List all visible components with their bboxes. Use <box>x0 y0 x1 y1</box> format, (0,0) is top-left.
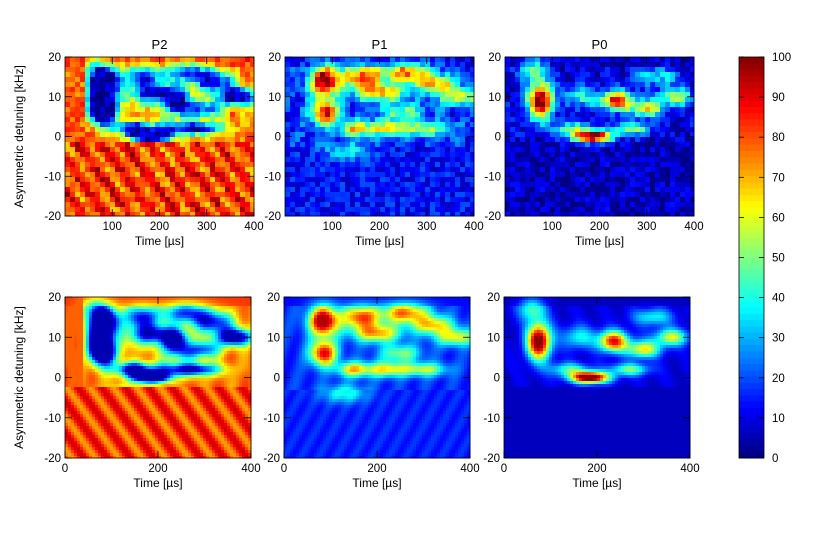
y-tick-label: -20 <box>484 211 501 223</box>
y-axis-label: Asymmetric detuning [kHz] <box>12 65 26 208</box>
colorbar-tick-label: 70 <box>772 172 785 184</box>
x-tick-label: 100 <box>103 221 122 233</box>
y-tick-label: 10 <box>487 332 500 344</box>
y-tick-label: 0 <box>274 373 280 385</box>
y-tick-label: 10 <box>488 92 501 104</box>
y-tick-label: -10 <box>263 413 280 425</box>
colorbar-tick-label: 30 <box>772 333 785 345</box>
panel-title: P0 <box>592 37 608 52</box>
x-tick-label: 400 <box>684 221 703 233</box>
x-tick-label: 0 <box>62 463 68 475</box>
y-tick-label: -20 <box>44 211 61 223</box>
x-axis-label: Time [µs] <box>135 234 184 248</box>
colorbar-tick-label: 0 <box>772 453 778 465</box>
y-tick-label: 20 <box>487 292 500 304</box>
x-axis-label: Time [µs] <box>572 476 621 490</box>
y-tick-label: 0 <box>495 132 501 144</box>
x-tick-label: 200 <box>148 463 167 475</box>
x-tick-label: 100 <box>323 221 342 233</box>
x-tick-label: 400 <box>680 463 699 475</box>
y-tick-label: 10 <box>48 92 61 104</box>
colorbar-tick-label: 40 <box>772 293 785 305</box>
x-tick-label: 0 <box>501 463 507 475</box>
y-tick-label: 0 <box>494 373 500 385</box>
x-tick-label: 200 <box>370 221 389 233</box>
y-tick-label: -10 <box>44 171 61 183</box>
y-tick-label: -10 <box>483 413 500 425</box>
x-tick-label: 400 <box>460 463 479 475</box>
y-tick-label: 10 <box>268 92 281 104</box>
panel-title: P1 <box>372 37 388 52</box>
x-tick-label: 400 <box>464 221 483 233</box>
y-tick-label: -20 <box>263 453 280 465</box>
y-tick-label: -20 <box>44 453 61 465</box>
x-tick-label: 300 <box>197 221 216 233</box>
x-axis-label: Time [µs] <box>575 234 624 248</box>
colorbar-tick-label: 20 <box>772 373 785 385</box>
y-tick-label: 10 <box>48 332 61 344</box>
x-tick-label: 400 <box>241 463 260 475</box>
x-tick-label: 100 <box>543 221 562 233</box>
y-tick-label: -10 <box>264 171 281 183</box>
colorbar-tick-label: 100 <box>772 52 791 64</box>
colorbar-tick-label: 50 <box>772 253 785 265</box>
x-tick-label: 200 <box>367 463 386 475</box>
x-tick-label: 200 <box>150 221 169 233</box>
y-tick-label: 20 <box>48 292 61 304</box>
x-tick-label: 400 <box>244 221 263 233</box>
colorbar-tick-label: 80 <box>772 132 785 144</box>
y-tick-label: 0 <box>55 373 61 385</box>
colorbar-tick-label: 60 <box>772 212 785 224</box>
x-tick-label: 300 <box>417 221 436 233</box>
x-tick-label: 0 <box>281 463 287 475</box>
y-tick-label: -20 <box>483 453 500 465</box>
colorbar-tick-label: 10 <box>772 413 785 425</box>
x-tick-label: 300 <box>637 221 656 233</box>
y-tick-label: 0 <box>275 132 281 144</box>
y-tick-label: -10 <box>484 171 501 183</box>
x-tick-label: 200 <box>587 463 606 475</box>
y-tick-label: 0 <box>55 132 61 144</box>
y-tick-label: -20 <box>264 211 281 223</box>
x-tick-label: 200 <box>590 221 609 233</box>
y-axis-label: Asymmetric detuning [kHz] <box>12 306 26 449</box>
y-tick-label: -10 <box>44 413 61 425</box>
x-axis-label: Time [µs] <box>355 234 404 248</box>
y-tick-label: 20 <box>267 292 280 304</box>
x-axis-label: Time [µs] <box>133 476 182 490</box>
x-axis-label: Time [µs] <box>352 476 401 490</box>
y-tick-label: 20 <box>48 52 61 64</box>
colorbar-tick-label: 90 <box>772 92 785 104</box>
y-tick-label: 10 <box>267 332 280 344</box>
y-tick-label: 20 <box>268 52 281 64</box>
y-tick-label: 20 <box>488 52 501 64</box>
panel-title: P2 <box>152 37 168 52</box>
